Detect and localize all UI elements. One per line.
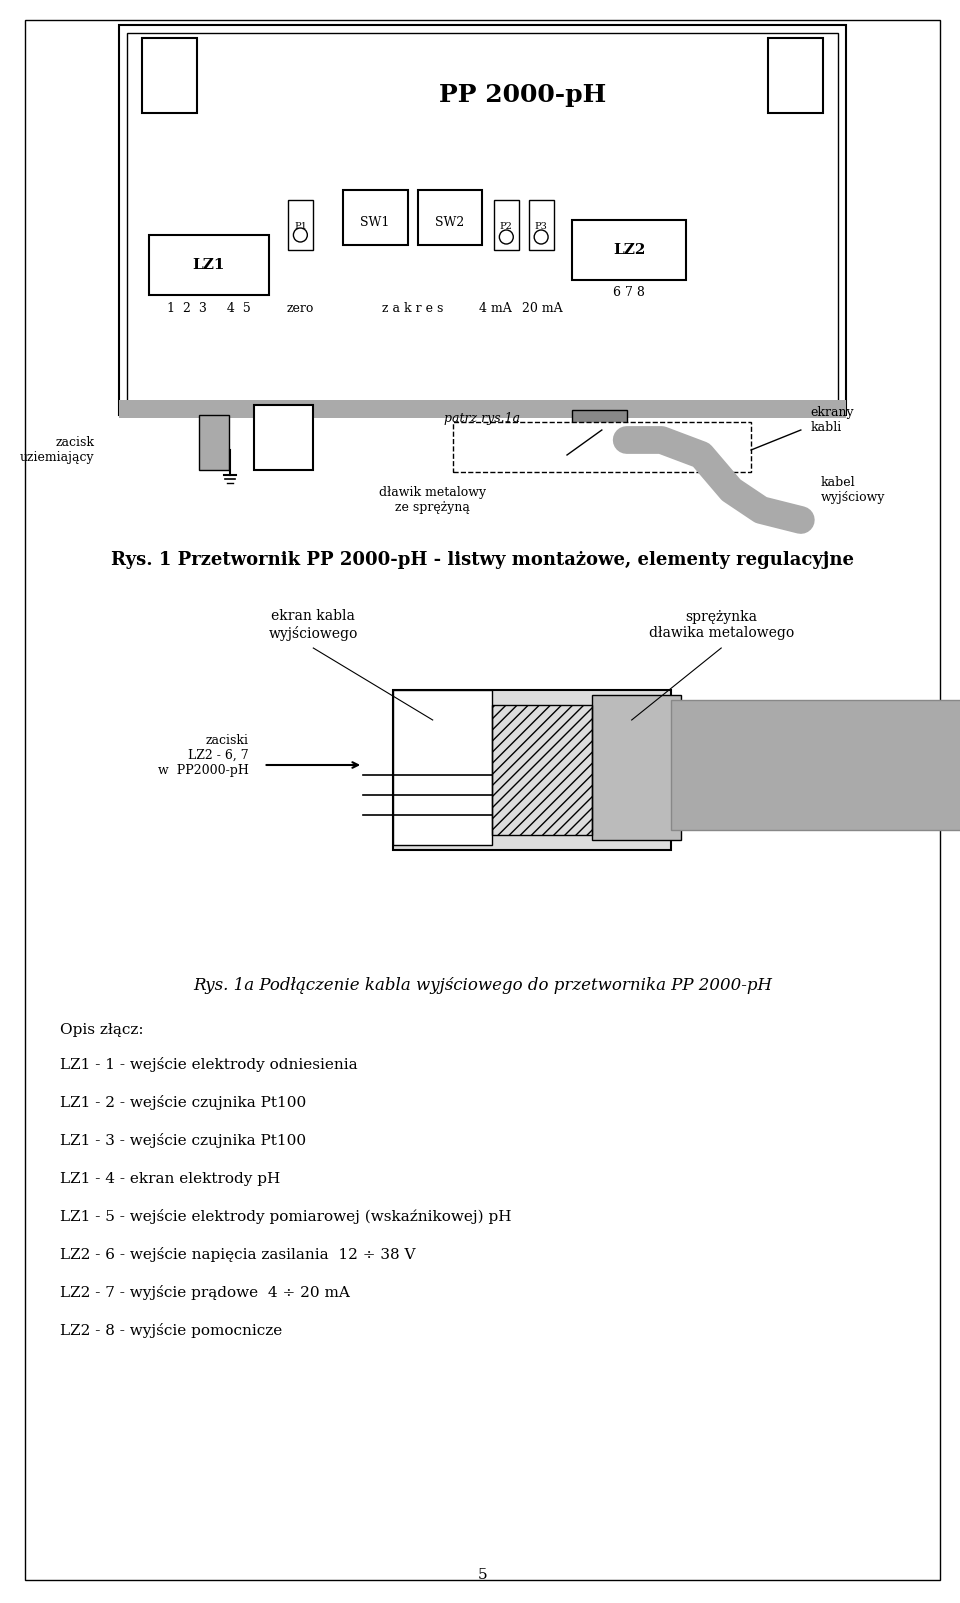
Text: LZ2 - 8 - wyjście pomocnicze: LZ2 - 8 - wyjście pomocnicze	[60, 1324, 282, 1339]
Text: patrz rys.1a: patrz rys.1a	[444, 412, 520, 425]
Text: Rys. 1 Przetwornik PP 2000-pH - listwy montażowe, elementy regulacyjne: Rys. 1 Przetwornik PP 2000-pH - listwy m…	[111, 551, 854, 569]
Text: LZ1: LZ1	[193, 258, 225, 273]
Text: sprężynka
dławika metalowego: sprężynka dławika metalowego	[649, 609, 794, 640]
Bar	[572, 410, 627, 470]
Text: LZ1 - 4 - ekran elektrody pH: LZ1 - 4 - ekran elektrody pH	[60, 1172, 280, 1186]
Text: zacisk
uziemiający: zacisk uziemiający	[20, 436, 94, 463]
Text: P1: P1	[294, 221, 307, 231]
Text: SW2: SW2	[435, 215, 465, 229]
Bar	[343, 191, 408, 245]
Bar	[128, 34, 838, 407]
Circle shape	[534, 229, 548, 244]
Bar	[199, 415, 228, 470]
Bar	[572, 220, 686, 281]
Circle shape	[499, 229, 514, 244]
Bar	[393, 689, 671, 850]
Text: LZ1 - 5 - wejście elektrody pomiarowej (wskaźnikowej) pH: LZ1 - 5 - wejście elektrody pomiarowej (…	[60, 1210, 511, 1225]
Text: 20 mA: 20 mA	[522, 301, 563, 314]
Bar	[452, 422, 751, 471]
Text: ekran kabla
wyjściowego: ekran kabla wyjściowego	[269, 609, 358, 641]
Circle shape	[294, 228, 307, 242]
Text: Rys. 1a Podłączenie kabla wyjściowego do przetwornika PP 2000-pH: Rys. 1a Podłączenie kabla wyjściowego do…	[193, 976, 772, 994]
Text: LZ2: LZ2	[613, 244, 645, 256]
Text: dławik metalowy
ze sprężyną: dławik metalowy ze sprężyną	[379, 486, 487, 515]
Text: P2: P2	[500, 221, 513, 231]
Text: LZ2 - 6 - wejście napięcia zasilania  12 ÷ 38 V: LZ2 - 6 - wejście napięcia zasilania 12 …	[60, 1247, 415, 1263]
Bar	[671, 701, 960, 830]
Text: 1  2  3     4  5: 1 2 3 4 5	[167, 301, 251, 314]
Text: Opis złącz:: Opis złącz:	[60, 1023, 143, 1037]
Bar	[494, 200, 519, 250]
Text: zaciski
LZ2 - 6, 7
w  PP2000-pH: zaciski LZ2 - 6, 7 w PP2000-pH	[157, 734, 249, 776]
Bar	[492, 705, 592, 835]
Text: zero: zero	[287, 301, 314, 314]
Bar	[592, 696, 682, 840]
Text: 4 mA: 4 mA	[479, 301, 512, 314]
Text: LZ2 - 7 - wyjście prądowe  4 ÷ 20 mA: LZ2 - 7 - wyjście prądowe 4 ÷ 20 mA	[60, 1286, 349, 1300]
Bar	[119, 401, 846, 418]
Bar	[393, 689, 492, 845]
Text: kabel
wyjściowy: kabel wyjściowy	[821, 476, 885, 503]
Text: P3: P3	[535, 221, 547, 231]
Text: LZ1 - 3 - wejście czujnika Pt100: LZ1 - 3 - wejście czujnika Pt100	[60, 1133, 305, 1148]
Text: ekrany
kabli: ekrany kabli	[811, 406, 854, 434]
Bar	[768, 38, 823, 112]
Text: LZ1 - 1 - wejście elektrody odniesienia: LZ1 - 1 - wejście elektrody odniesienia	[60, 1058, 357, 1072]
Bar	[253, 406, 313, 470]
Text: z a k r e s: z a k r e s	[382, 301, 444, 314]
Bar	[149, 236, 269, 295]
Bar	[119, 26, 846, 415]
Text: SW1: SW1	[360, 215, 390, 229]
Text: PP 2000-pH: PP 2000-pH	[439, 83, 606, 107]
Text: 5: 5	[478, 1568, 488, 1582]
Text: 6 7 8: 6 7 8	[613, 285, 645, 298]
Bar	[288, 200, 313, 250]
Bar	[529, 200, 554, 250]
Text: LZ1 - 2 - wejście czujnika Pt100: LZ1 - 2 - wejście czujnika Pt100	[60, 1095, 306, 1111]
Bar	[142, 38, 197, 112]
Bar	[418, 191, 483, 245]
